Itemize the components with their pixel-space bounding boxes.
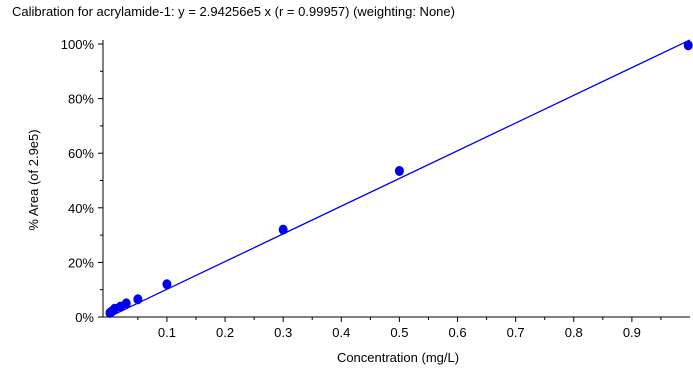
x-tick-label: 0.8 bbox=[565, 325, 583, 340]
data-point bbox=[162, 279, 172, 290]
ticks: 0% 20% 40% 60% 80% 100% 0.1 0.2 0.3 0.4 0.5 0.6 0.7 0… bbox=[61, 37, 662, 340]
x-tick-label: 0.6 bbox=[448, 325, 466, 340]
axes bbox=[102, 40, 690, 318]
y-tick-label: 100% bbox=[61, 37, 95, 52]
y-tick-label: 60% bbox=[68, 146, 94, 161]
x-tick-label: 0.5 bbox=[390, 325, 408, 340]
data-point bbox=[683, 40, 693, 51]
x-tick-label: 0.4 bbox=[332, 325, 350, 340]
data-point bbox=[133, 294, 143, 305]
data-points bbox=[105, 40, 693, 318]
chart-title: Calibration for acrylamide-1: y = 2.9425… bbox=[12, 4, 455, 19]
data-point bbox=[394, 165, 404, 176]
fit-line-group bbox=[108, 39, 691, 318]
data-point bbox=[278, 224, 288, 235]
x-tick-label: 0.3 bbox=[274, 325, 292, 340]
x-tick-label: 0.1 bbox=[158, 325, 176, 340]
fit-line bbox=[108, 39, 691, 318]
x-tick-label: 0.9 bbox=[623, 325, 641, 340]
y-tick-label: 0% bbox=[75, 310, 94, 325]
y-tick-label: 20% bbox=[68, 255, 94, 270]
x-tick-label: 0.2 bbox=[216, 325, 234, 340]
y-axis-label: % Area (of 2.9e5) bbox=[26, 129, 41, 230]
data-point bbox=[121, 298, 131, 309]
x-axis-label: Concentration (mg/L) bbox=[337, 350, 459, 365]
y-tick-label: 80% bbox=[68, 92, 94, 107]
x-tick-label: 0.7 bbox=[507, 325, 525, 340]
y-tick-label: 40% bbox=[68, 201, 94, 216]
